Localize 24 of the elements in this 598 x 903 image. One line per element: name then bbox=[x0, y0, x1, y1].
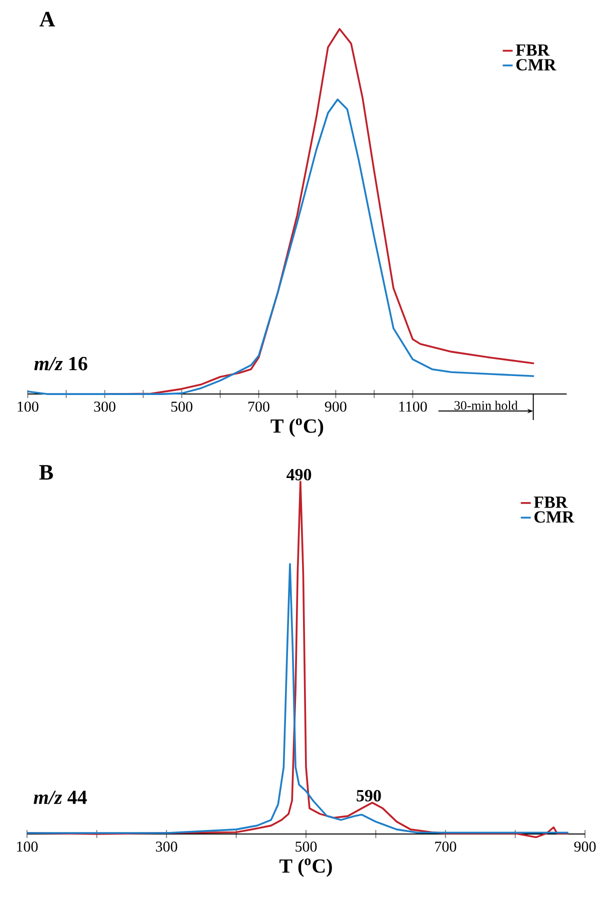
x-tick-label: 700 bbox=[435, 842, 456, 852]
x-tick-label: 300 bbox=[156, 842, 178, 852]
legend-label: FBR bbox=[534, 496, 568, 508]
x-tick-label: 300 bbox=[94, 402, 116, 412]
annotation: m/z 16 bbox=[34, 356, 88, 370]
chart-title: A bbox=[40, 12, 56, 26]
x-tick-label: 1100 bbox=[399, 402, 427, 412]
x-tick-label: 500 bbox=[171, 402, 192, 412]
x-tick-label: 100 bbox=[17, 842, 38, 852]
x-tick-label: 700 bbox=[248, 402, 270, 412]
x-tick-label: 100 bbox=[18, 402, 38, 412]
x-tick-label: 900 bbox=[324, 402, 346, 412]
annotation: 490 bbox=[286, 468, 312, 480]
x-axis-title: T ($^{o}$C) bbox=[270, 418, 324, 437]
legend-label: CMR bbox=[534, 511, 574, 523]
legend-label: FBR bbox=[516, 44, 550, 56]
x-tick-label: 900 bbox=[574, 842, 596, 852]
text: 30-min hold bbox=[454, 400, 518, 410]
x-tick-label: 500 bbox=[296, 842, 317, 852]
chart-title: B bbox=[39, 465, 53, 480]
legend-label: CMR bbox=[516, 59, 556, 70]
annotation: 590 bbox=[356, 790, 381, 802]
x-axis-title: T ($^{o}$C) bbox=[280, 858, 332, 877]
annotation: m/z 44 bbox=[34, 790, 87, 804]
